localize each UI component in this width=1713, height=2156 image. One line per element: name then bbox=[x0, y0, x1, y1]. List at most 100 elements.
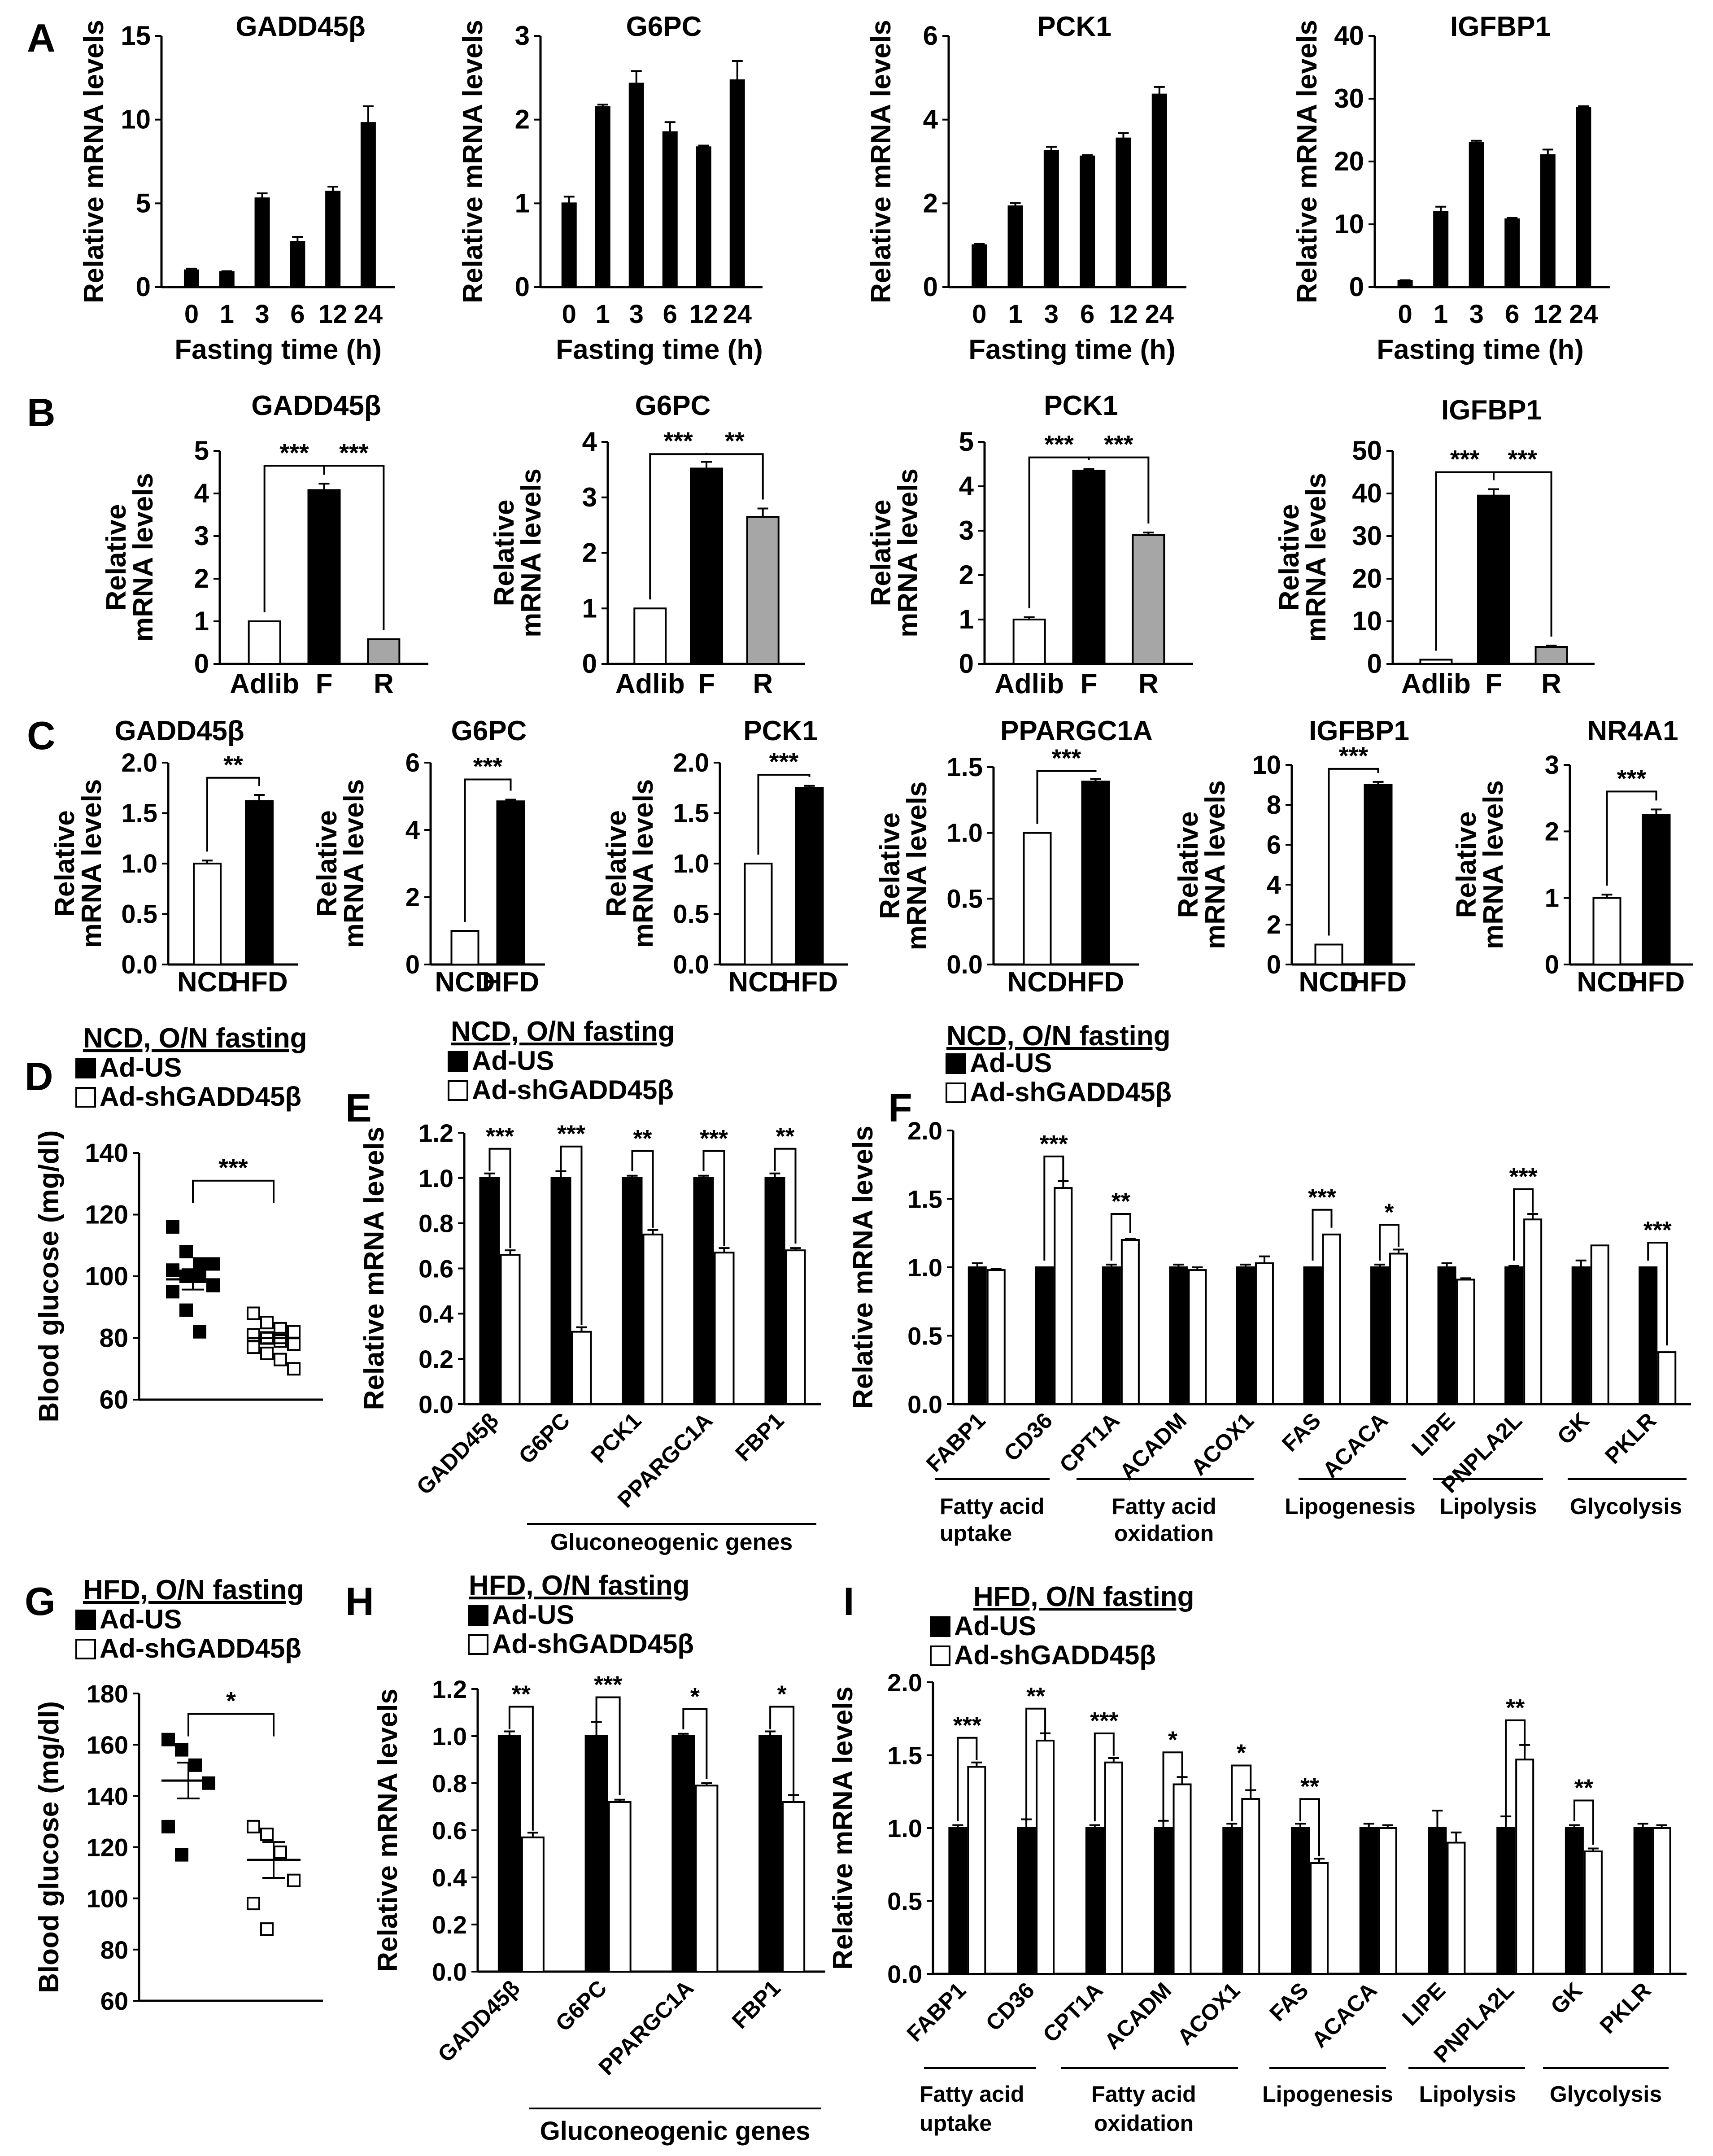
x-tick-label: 6 bbox=[1080, 300, 1094, 329]
x-tick-label: ACADM bbox=[1115, 1408, 1191, 1484]
x-tick-label: 1 bbox=[1008, 300, 1022, 329]
y-tick-label: 1.2 bbox=[432, 1675, 467, 1703]
bar-ad-shgadd45b bbox=[1590, 1244, 1609, 1405]
significance-bracket bbox=[702, 1150, 725, 1246]
y-tick-label: 140 bbox=[87, 1782, 128, 1810]
group-label-lipogenesis: Lipogenesis bbox=[1285, 1494, 1416, 1519]
bar bbox=[1504, 218, 1520, 288]
legend-swatch-sh bbox=[930, 1645, 950, 1666]
bar bbox=[633, 607, 667, 665]
x-tick-label: 0 bbox=[972, 300, 986, 329]
y-tick-label: 3 bbox=[515, 21, 530, 51]
bar bbox=[450, 930, 479, 965]
y-tick-label: 0 bbox=[405, 950, 420, 979]
bar-ad-us bbox=[1428, 1827, 1447, 1975]
chart-title: PCK1 bbox=[1037, 11, 1111, 42]
legend-swatch-sh bbox=[468, 1634, 488, 1655]
legend-label-sh: Ad-shGADD45β bbox=[954, 1640, 1156, 1670]
x-tick-label: HFD bbox=[1067, 967, 1124, 998]
legend-label-us: Ad-US bbox=[954, 1611, 1036, 1641]
chart-title: NR4A1 bbox=[1587, 716, 1678, 746]
scatter-point bbox=[274, 1845, 287, 1859]
y-tick-label: 0 bbox=[1545, 950, 1559, 979]
x-axis-label: Fasting time (h) bbox=[968, 334, 1176, 365]
legend-swatch-us bbox=[930, 1616, 950, 1637]
bar-ad-us bbox=[1571, 1266, 1591, 1405]
header-D: NCD, O/N fasting bbox=[83, 1023, 307, 1054]
y-tick-label: 0.6 bbox=[432, 1816, 467, 1845]
bar bbox=[690, 467, 723, 665]
bar bbox=[795, 787, 824, 965]
significance-label: *** bbox=[594, 1672, 622, 1698]
significance-label: ** bbox=[1506, 1694, 1525, 1721]
significance-bracket bbox=[1505, 1719, 1526, 1821]
bar bbox=[325, 191, 341, 288]
scatter-point bbox=[260, 1316, 274, 1330]
x-tick-label: HFD bbox=[231, 967, 288, 998]
y-axis-label: mRNA levels bbox=[628, 779, 659, 948]
significance-label: * bbox=[1168, 1726, 1177, 1753]
chart-title: GADD45β bbox=[251, 390, 381, 421]
bar bbox=[1397, 280, 1413, 288]
x-tick-label: FBP1 bbox=[727, 1975, 785, 2034]
y-tick-label: 0.2 bbox=[432, 1911, 467, 1939]
legend-swatch-us bbox=[75, 1058, 96, 1078]
significance-label: ** bbox=[633, 1125, 652, 1152]
significance-label: *** bbox=[1509, 1163, 1538, 1190]
panel-label-D: D bbox=[25, 1054, 53, 1099]
y-axis-label: Relative mRNA levels bbox=[1292, 20, 1323, 303]
y-tick-label: 8 bbox=[1267, 790, 1281, 820]
legend-swatch-sh bbox=[75, 1639, 96, 1659]
significance-label: *** bbox=[1090, 1707, 1118, 1734]
scatter-point bbox=[247, 1306, 260, 1320]
significance-label: *** bbox=[339, 438, 369, 467]
significance-label: *** bbox=[769, 747, 799, 776]
bar bbox=[245, 800, 274, 965]
y-tick-label: 2 bbox=[515, 105, 530, 135]
significance-label: ** bbox=[725, 427, 745, 455]
bar-ad-shgadd45b bbox=[782, 1801, 806, 1973]
y-tick-label: 6 bbox=[923, 21, 938, 51]
legend-label-sh: Ad-shGADD45β bbox=[492, 1629, 694, 1659]
y-tick-label: 0.0 bbox=[907, 1390, 942, 1418]
bar bbox=[367, 638, 401, 665]
significance-label: * bbox=[1237, 1740, 1246, 1767]
chart-title: GADD45β bbox=[235, 11, 365, 42]
x-tick-label: GADD45β bbox=[433, 1975, 525, 2067]
y-tick-label: 2.0 bbox=[907, 1117, 942, 1145]
y-axis-label: Blood glucose (mg/dl) bbox=[34, 1130, 65, 1423]
y-axis-label: Relative mRNA levels bbox=[848, 1126, 879, 1409]
scatter-point bbox=[260, 1346, 274, 1360]
y-tick-label: 40 bbox=[1334, 21, 1364, 51]
bar-ad-us bbox=[758, 1735, 782, 1973]
significance-bracket bbox=[1606, 790, 1657, 886]
y-axis-label: Relative bbox=[49, 810, 80, 917]
legend-E: Ad-US Ad-shGADD45β bbox=[448, 1046, 674, 1105]
x-tick-label: F bbox=[1485, 668, 1502, 699]
y-tick-label: 0 bbox=[959, 649, 974, 679]
y-axis-label: Relative bbox=[601, 810, 632, 917]
chart-G: 60 80 100 120 140 160 180 Blood glucose (mg/dl)… bbox=[34, 1680, 323, 2015]
bar-ad-shgadd45b bbox=[1389, 1253, 1408, 1405]
x-tick-label: F bbox=[1081, 668, 1098, 699]
x-tick-label: GK bbox=[1546, 1977, 1587, 2019]
bar bbox=[360, 122, 376, 288]
scatter-point bbox=[287, 1873, 301, 1887]
y-tick-label: 10 bbox=[121, 105, 151, 135]
scatter-point bbox=[260, 1922, 274, 1936]
significance-bracket bbox=[957, 1737, 978, 1821]
bar-ad-us bbox=[1496, 1827, 1516, 1975]
y-axis-label: Relative bbox=[866, 500, 897, 607]
significance-label: *** bbox=[1308, 1184, 1336, 1211]
bar bbox=[1477, 494, 1510, 665]
y-tick-label: 4 bbox=[405, 816, 420, 845]
significance-label: ** bbox=[512, 1681, 531, 1708]
y-tick-label: 0 bbox=[1349, 272, 1364, 302]
group-label-lipolysis: Lipolysis bbox=[1419, 2082, 1517, 2107]
significance-label: ** bbox=[1300, 1773, 1319, 1800]
y-axis-label: Relative mRNA levels bbox=[78, 20, 109, 303]
significance-label: *** bbox=[557, 1121, 585, 1148]
significance-label: *** bbox=[473, 752, 503, 781]
